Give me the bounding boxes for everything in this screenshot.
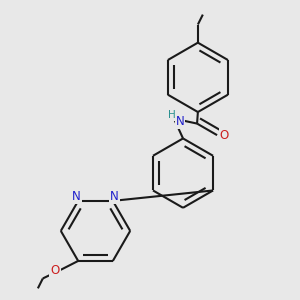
- Text: N: N: [72, 190, 81, 203]
- Text: O: O: [50, 264, 60, 277]
- Text: O: O: [220, 129, 229, 142]
- Text: N: N: [110, 190, 119, 203]
- Text: H: H: [168, 110, 176, 120]
- Text: N: N: [176, 115, 184, 128]
